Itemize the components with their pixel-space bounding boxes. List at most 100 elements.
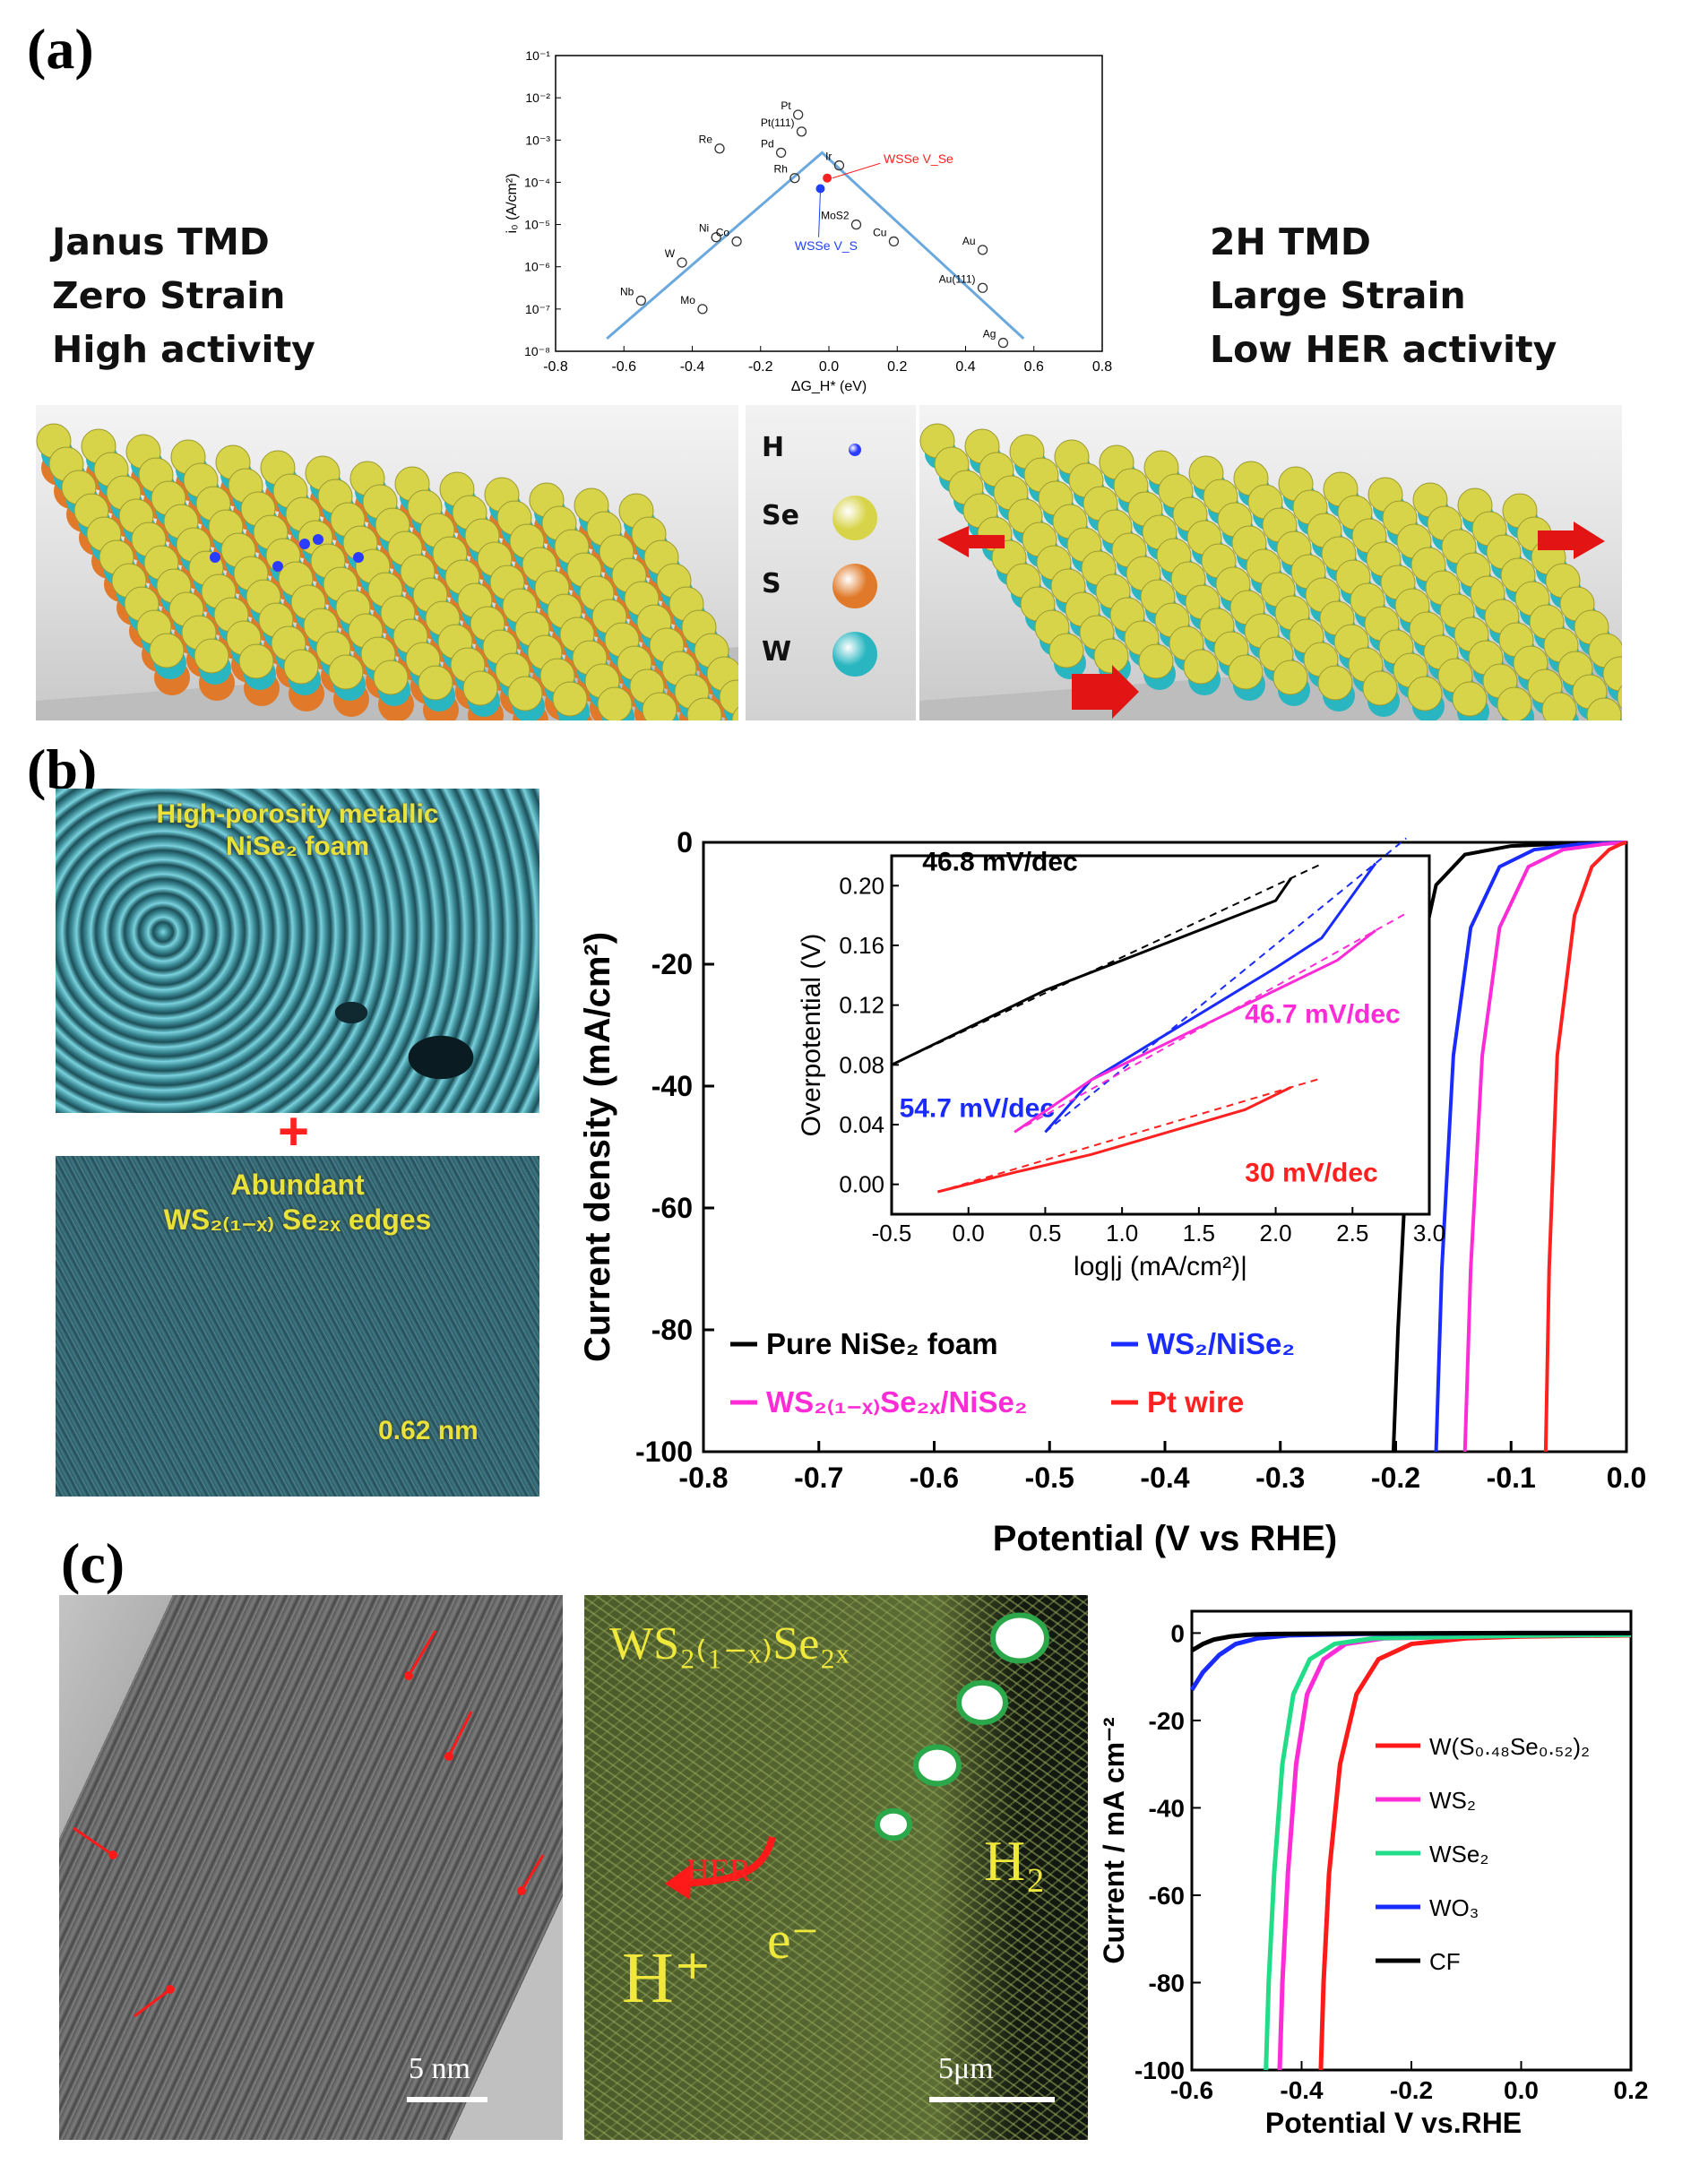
red-arrow-head <box>166 1985 175 1994</box>
tem-arrows <box>73 1630 545 2018</box>
volcano-point-label: W <box>665 247 676 260</box>
se-atom <box>1183 649 1219 685</box>
left-caption-line-2: Zero Strain <box>52 274 286 317</box>
inset-x-axis-label: log|j (mA/cm²)| <box>1074 1252 1247 1281</box>
chart-b-series-line <box>1543 841 1627 1453</box>
red-arrow-head <box>108 1850 117 1859</box>
chart-b-y-tick-label: -20 <box>651 948 693 980</box>
se-atom <box>1048 633 1084 668</box>
red-arrow <box>407 1630 437 1677</box>
red-arrow-head <box>404 1671 413 1680</box>
inset-y-axis-label: Overpotential (V) <box>797 934 826 1137</box>
red-arrow <box>447 1711 473 1757</box>
volcano-point <box>888 236 900 247</box>
chart-b-x-tick-label: -0.7 <box>794 1462 843 1494</box>
wsse-vs-label: WSSe V_S <box>795 238 858 253</box>
inset-series-line <box>891 877 1292 1066</box>
lattice-spacing-label: 0.62 nm <box>378 1416 479 1445</box>
chart-c-series-line <box>1190 1630 1631 1653</box>
volcano-point-label: Mo <box>680 294 695 306</box>
wsse-vs-point <box>815 184 825 194</box>
wsse-vs-pointer <box>818 190 821 237</box>
volcano-point-label: Ag <box>983 328 996 341</box>
panel-a-right-caption: 2H TMD Large Strain Low HER activity <box>1210 215 1557 376</box>
chart-c-y-tick-label: -60 <box>1149 1882 1185 1910</box>
chart-b-series-line <box>1391 841 1627 1453</box>
chart-b-x-tick-label: -0.5 <box>1025 1462 1074 1494</box>
volcano-point-label: Pt(111) <box>761 116 795 129</box>
se-atom <box>149 633 185 668</box>
right-caption-line-1: 2H TMD <box>1210 220 1371 263</box>
se-atom <box>283 649 319 685</box>
se-atom <box>1407 676 1443 712</box>
atom-legend-label: W <box>762 636 792 668</box>
chart-b-y-tick-label: -80 <box>651 1314 693 1346</box>
volcano-point <box>714 143 725 154</box>
hydrogen-bubbles <box>665 1612 1049 1900</box>
her-arrow <box>673 1835 776 1887</box>
volcano-y-tick-label: 10⁻⁷ <box>525 302 550 316</box>
chart-b-legend-label: WS₂/NiSe₂ <box>1147 1327 1295 1360</box>
strain-arrow <box>1538 522 1605 559</box>
se-atom <box>418 665 453 701</box>
inset-frame <box>890 854 1431 1216</box>
chart-c-y-tick-label: 0 <box>1170 1619 1185 1647</box>
inset-slope-label: 46.8 mV/dec <box>922 848 1077 877</box>
chart-b-x-tick-label: -0.6 <box>910 1462 959 1494</box>
chart-c-x-tick-label: 0.2 <box>1614 2076 1649 2104</box>
h2-bubble <box>990 1612 1049 1664</box>
se-atom <box>1138 643 1174 679</box>
wsse-vse-pointer <box>832 162 881 179</box>
chart-c-y-axis-label: Current / mA cm⁻² <box>1098 1717 1130 1963</box>
volcano-point-label: Ir <box>825 151 832 163</box>
volcano-point-label: Cu <box>873 226 886 238</box>
right-caption-line-3: Low HER activity <box>1210 328 1557 371</box>
chart-b-y-tick-label: 0 <box>677 826 693 858</box>
se-atom <box>462 670 498 706</box>
volcano-y-tick-label: 10⁻⁵ <box>524 218 550 232</box>
chart-c-x-tick-label: -0.4 <box>1280 2076 1324 2104</box>
se-atom <box>507 676 543 712</box>
inset-x-tick-label: 1.0 <box>1106 1220 1138 1246</box>
atom-legend-item: W <box>756 627 909 681</box>
inset-fit-line <box>1044 837 1407 1134</box>
chart-b-y-tick-label: -100 <box>635 1436 693 1468</box>
h-atom <box>299 539 310 549</box>
volcano-y-tick-label: 10⁻¹ <box>525 48 550 63</box>
volcano-point <box>711 232 721 243</box>
chart-b-x-tick-label: -0.2 <box>1371 1462 1420 1494</box>
volcano-point <box>997 337 1009 349</box>
volcano-y-tick-label: 10⁻² <box>525 91 550 105</box>
hplus-label: H⁺ <box>622 1939 712 2018</box>
chart-b-series-line <box>1434 841 1627 1453</box>
h2-bubble <box>913 1744 962 1787</box>
volcano-point <box>775 147 787 159</box>
volcano-frame <box>555 55 1103 352</box>
volcano-point-label: Rh <box>774 163 788 176</box>
volcano-x-tick-label: -0.4 <box>680 359 705 375</box>
chart-b-legend-label: Pt wire <box>1147 1385 1244 1419</box>
se-atom <box>731 706 738 720</box>
chart-b-x-tick-label: -0.4 <box>1140 1462 1189 1494</box>
atom-legend-sphere <box>849 444 861 456</box>
volcano-point-label: Ni <box>699 222 709 235</box>
sem-caption-line-1: High-porosity metallic <box>156 799 439 829</box>
chart-b-x-tick-label: -0.1 <box>1487 1462 1536 1494</box>
atom-legend-item: H <box>756 423 909 477</box>
hER-polarization-chart-c: -0.6 -0.4 -0.2 0.0 0.2 0 -20 -40 -60 -80 -100 Poten… <box>1098 1609 1649 2139</box>
chart-c-series-line <box>1264 1632 1632 2071</box>
volcano-point <box>789 173 800 184</box>
volcano-point <box>977 282 988 293</box>
volcano-x-tick-label: 0.4 <box>955 359 975 375</box>
sem-caption-line-2: NiSe₂ foam <box>225 832 370 861</box>
atom-legend-sphere <box>832 564 877 608</box>
se-atom <box>1362 670 1398 706</box>
inset-series-line <box>937 1085 1292 1194</box>
se-atom <box>1452 681 1488 717</box>
sem-material-label: WS₂₍₁₋ₓ₎Se₂ₓ <box>609 1618 850 1669</box>
volcano-point <box>796 126 807 137</box>
h2-bubble <box>956 1679 1008 1726</box>
volcano-point <box>833 160 845 171</box>
se-atom <box>1541 692 1577 720</box>
panel-a-left-caption: Janus TMD Zero Strain High activity <box>52 215 315 376</box>
